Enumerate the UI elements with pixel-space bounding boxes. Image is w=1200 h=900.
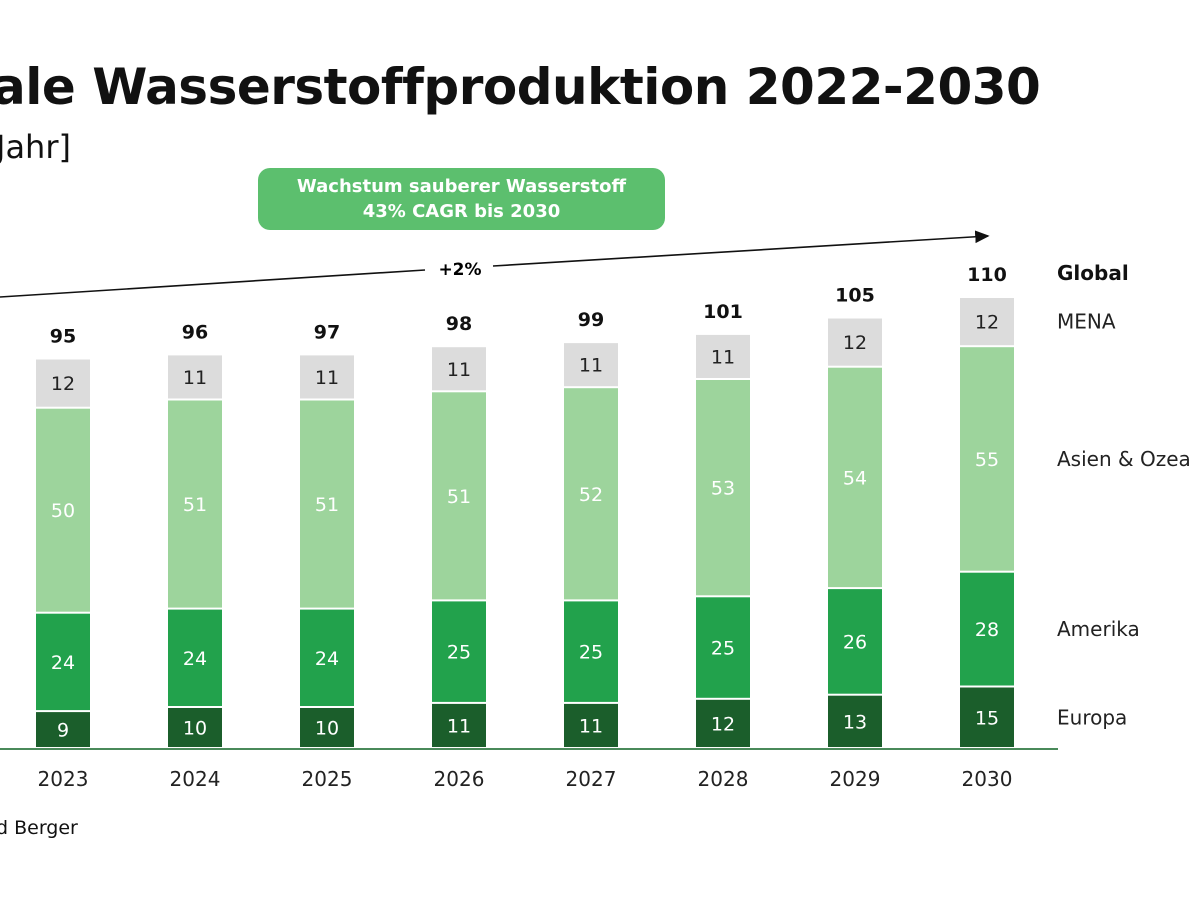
segment-label: 24 (315, 648, 339, 670)
total-label: 98 (446, 313, 472, 335)
segment-label: 54 (843, 467, 867, 489)
segment-label: 10 (315, 718, 339, 740)
segment-label: 11 (447, 359, 471, 381)
segment-label: 11 (447, 715, 471, 737)
trend-arrow (492, 230, 990, 267)
segment-label: 25 (711, 638, 735, 660)
segment-label: 11 (315, 367, 339, 389)
source-note: d Berger (0, 817, 78, 839)
segment-label: 52 (579, 484, 603, 506)
bar-segment-europa (960, 687, 1014, 747)
segment-label: 9 (57, 720, 69, 742)
bar-segment-amerika (36, 613, 90, 711)
bar-segment-amerika (564, 601, 618, 702)
bar-segment-europa (828, 695, 882, 747)
segment-label: 13 (843, 711, 867, 733)
legend-label: MENA (1057, 310, 1116, 334)
segment-label: 51 (183, 494, 207, 516)
bar-segment-amerika (168, 609, 222, 706)
segment-label: 10 (183, 718, 207, 740)
chart-title: ale Wasserstoffproduktion 2022-2030 (0, 58, 1041, 116)
bar-segment-amerika (960, 572, 1014, 686)
bar-segment-asien-ozea (432, 392, 486, 600)
bar-segment-europa (168, 708, 222, 747)
bar-segment-asien-ozea (696, 380, 750, 596)
bar-segment-europa (696, 699, 750, 747)
bar-segment-asien-ozea (960, 347, 1014, 571)
bar-segment-amerika (432, 601, 486, 702)
badge-line-2: 43% CAGR bis 2030 (362, 201, 561, 222)
segment-label: 11 (711, 346, 735, 368)
trend-line-left (0, 269, 426, 298)
segment-label: 51 (447, 486, 471, 508)
segment-label: 11 (183, 367, 207, 389)
bar-segment-europa (432, 703, 486, 747)
bar-segment-asien-ozea (36, 408, 90, 612)
bar-segment-asien-ozea (564, 388, 618, 600)
bar-segment-asien-ozea (828, 367, 882, 588)
legend-total-label: Global (1057, 261, 1129, 285)
x-tick-label: 2023 (38, 767, 89, 791)
bar-segment-amerika (300, 609, 354, 706)
bar-segment-mena (960, 298, 1014, 346)
bar-segment-mena (36, 359, 90, 407)
segment-label: 55 (975, 449, 999, 471)
x-tick-label: 2028 (698, 767, 749, 791)
bar-segment-mena (300, 355, 354, 399)
x-tick-label: 2029 (830, 767, 881, 791)
total-label: 110 (967, 264, 1007, 286)
segment-label: 28 (975, 619, 999, 641)
bar-segment-mena (564, 343, 618, 387)
segment-label: 15 (975, 707, 999, 729)
bar-segment-europa (300, 708, 354, 747)
x-tick-label: 2025 (302, 767, 353, 791)
total-label: 99 (578, 309, 604, 331)
legend-label: Asien & Ozea (1057, 447, 1191, 471)
segment-label: 53 (711, 478, 735, 500)
total-label: 105 (835, 285, 875, 307)
segment-label: 50 (51, 500, 75, 522)
trend-label: +2% (438, 260, 481, 280)
unit-label: Jahr] (0, 128, 71, 166)
segment-label: 12 (843, 332, 867, 354)
bar-segment-mena (168, 355, 222, 399)
legend-label: Amerika (1057, 617, 1140, 641)
bar-segment-europa (36, 712, 90, 747)
segment-label: 12 (51, 373, 75, 395)
bar-segment-mena (828, 318, 882, 366)
bar-segment-europa (564, 703, 618, 747)
cagr-badge: Wachstum sauberer Wasserstoff 43% CAGR b… (258, 168, 665, 230)
segment-label: 12 (975, 312, 999, 334)
badge-line-1: Wachstum sauberer Wasserstoff (296, 176, 627, 197)
total-label: 101 (703, 301, 743, 323)
x-tick-label: 2024 (170, 767, 221, 791)
segment-label: 24 (51, 652, 75, 674)
bar-segment-asien-ozea (300, 400, 354, 608)
segment-label: 25 (579, 642, 603, 664)
bar-segment-mena (432, 347, 486, 391)
bar-segment-amerika (696, 597, 750, 698)
segment-label: 51 (315, 494, 339, 516)
bar-segment-amerika (828, 589, 882, 694)
bar-segment-mena (696, 334, 750, 378)
segment-label: 26 (843, 631, 867, 653)
segment-label: 12 (711, 713, 735, 735)
segment-label: 24 (183, 648, 207, 670)
x-tick-label: 2030 (962, 767, 1013, 791)
total-label: 97 (314, 321, 340, 343)
bar-segment-asien-ozea (168, 400, 222, 608)
legend-label: Europa (1057, 705, 1127, 729)
total-label: 96 (182, 321, 208, 343)
segment-label: 11 (579, 355, 603, 377)
total-label: 95 (50, 326, 76, 348)
x-tick-label: 2026 (434, 767, 485, 791)
segment-label: 25 (447, 642, 471, 664)
segment-label: 11 (579, 715, 603, 737)
x-tick-label: 2027 (566, 767, 617, 791)
